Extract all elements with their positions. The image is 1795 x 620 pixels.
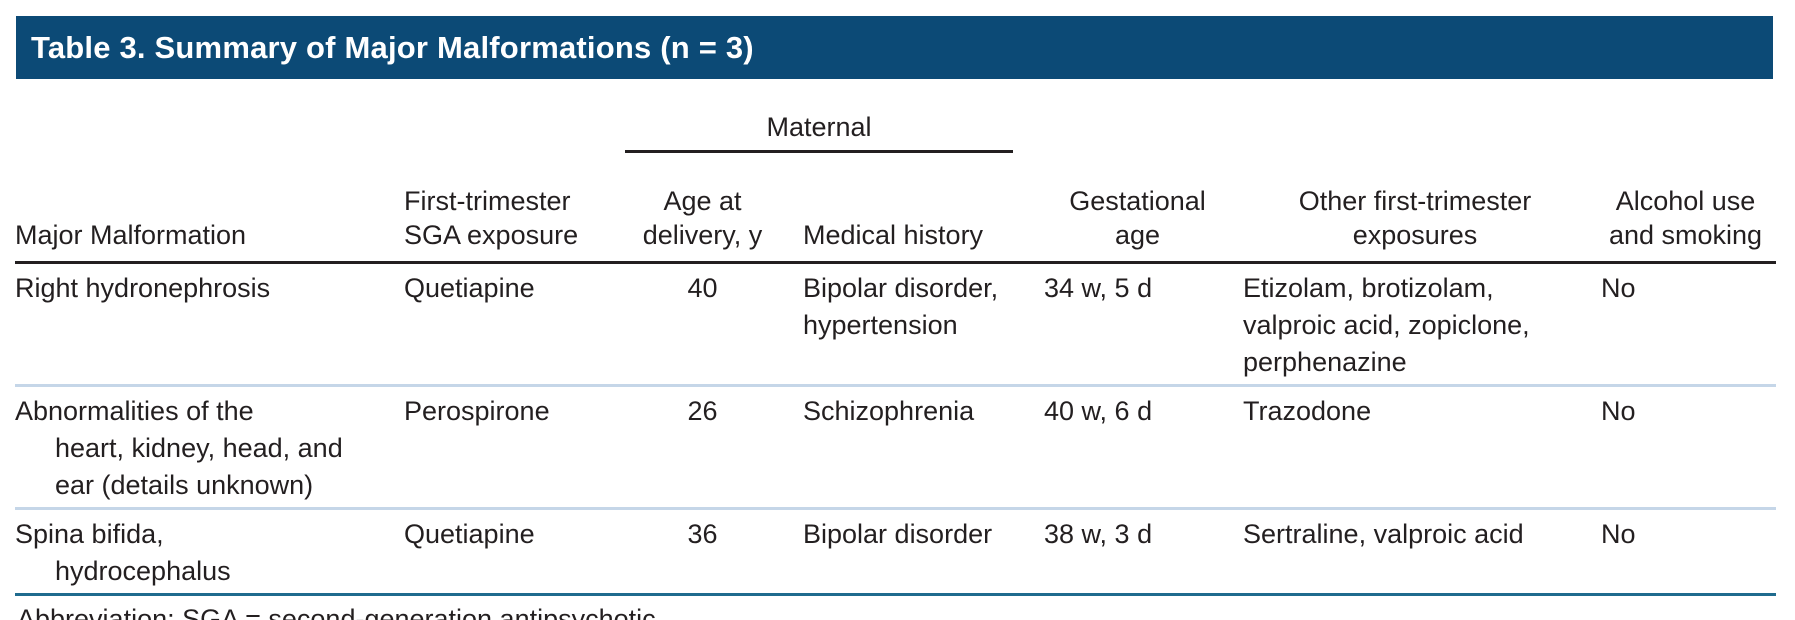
table-body: Right hydronephrosis Quetiapine 40 Bipol… [15,262,1777,594]
column-header-row: Major Malformation First-trimester SGA e… [15,184,1777,264]
spanner-row: Maternal [15,79,1776,184]
table-cell: Quetiapine [404,519,535,549]
table-cell: 40 w, 6 d [1040,385,1236,510]
table-cell: 34 w, 5 d [1040,262,1236,387]
table-title: Table 3. Summary of Major Malformations … [31,30,754,65]
spanner-spacer [1235,79,1595,184]
table-row: Right hydronephrosis Quetiapine 40 Bipol… [15,262,1777,387]
column-header-major-malformation: Major Malformation [15,184,400,264]
table-cell: Trazodone [1235,385,1596,510]
column-header-age-at-delivery: Age at delivery, y [625,184,780,264]
spanner-spacer [400,79,625,184]
maternal-spanner-label: Maternal [625,110,1014,153]
table-cell: Etizolam, brotizolam, valproic acid, zop… [1235,262,1596,387]
table-cell: Bipolar disorder, hypertension [780,262,1041,387]
table-cell: Abnormalities of the heart, kidney, head… [15,385,400,510]
maternal-spanner-cell: Maternal [625,79,1040,184]
column-header-alcohol-smoking: Alcohol use and smoking [1595,184,1777,264]
table-cell: Schizophrenia [780,385,1041,510]
table-cell: 26 [625,385,780,510]
column-header-gestational-age: Gestational age [1040,184,1236,264]
table-cell: No [1595,385,1777,510]
table-cell: Quetiapine [400,262,625,387]
table-cell: No [1595,262,1777,387]
table-cell: No [1601,519,1636,549]
table-header: Maternal Major Malformation First-trimes… [15,79,1777,264]
column-header-medical-history: Medical history [780,184,1041,264]
table-cell: 40 [625,262,780,387]
table-title-bar: Table 3. Summary of Major Malformations … [16,16,1773,79]
spanner-spacer [1040,79,1235,184]
column-header-other-exposures: Other first-trimester exposures [1235,184,1596,264]
table-row: Spina bifida, hydrocephalus Quetiapine 3… [15,509,1776,594]
table-cell: 38 w, 3 d [1044,519,1153,549]
major-malformations-table: Maternal Major Malformation First-trimes… [15,79,1777,594]
table-footnote: Abbreviation: SGA = second-generation an… [15,593,1776,620]
column-header-sga-exposure: First-trimester SGA exposure [400,184,625,264]
table-cell: 36 [687,519,718,549]
table-cell: Bipolar disorder [803,519,993,549]
table-cell: Sertraline, valproic acid [1243,519,1524,549]
table-cell: Perospirone [400,385,625,510]
spanner-spacer [15,79,400,184]
table-row: Abnormalities of the heart, kidney, head… [15,385,1777,510]
table-cell: Spina bifida, hydrocephalus [15,519,231,586]
table-cell: Right hydronephrosis [15,262,400,387]
spanner-spacer [1595,79,1776,184]
